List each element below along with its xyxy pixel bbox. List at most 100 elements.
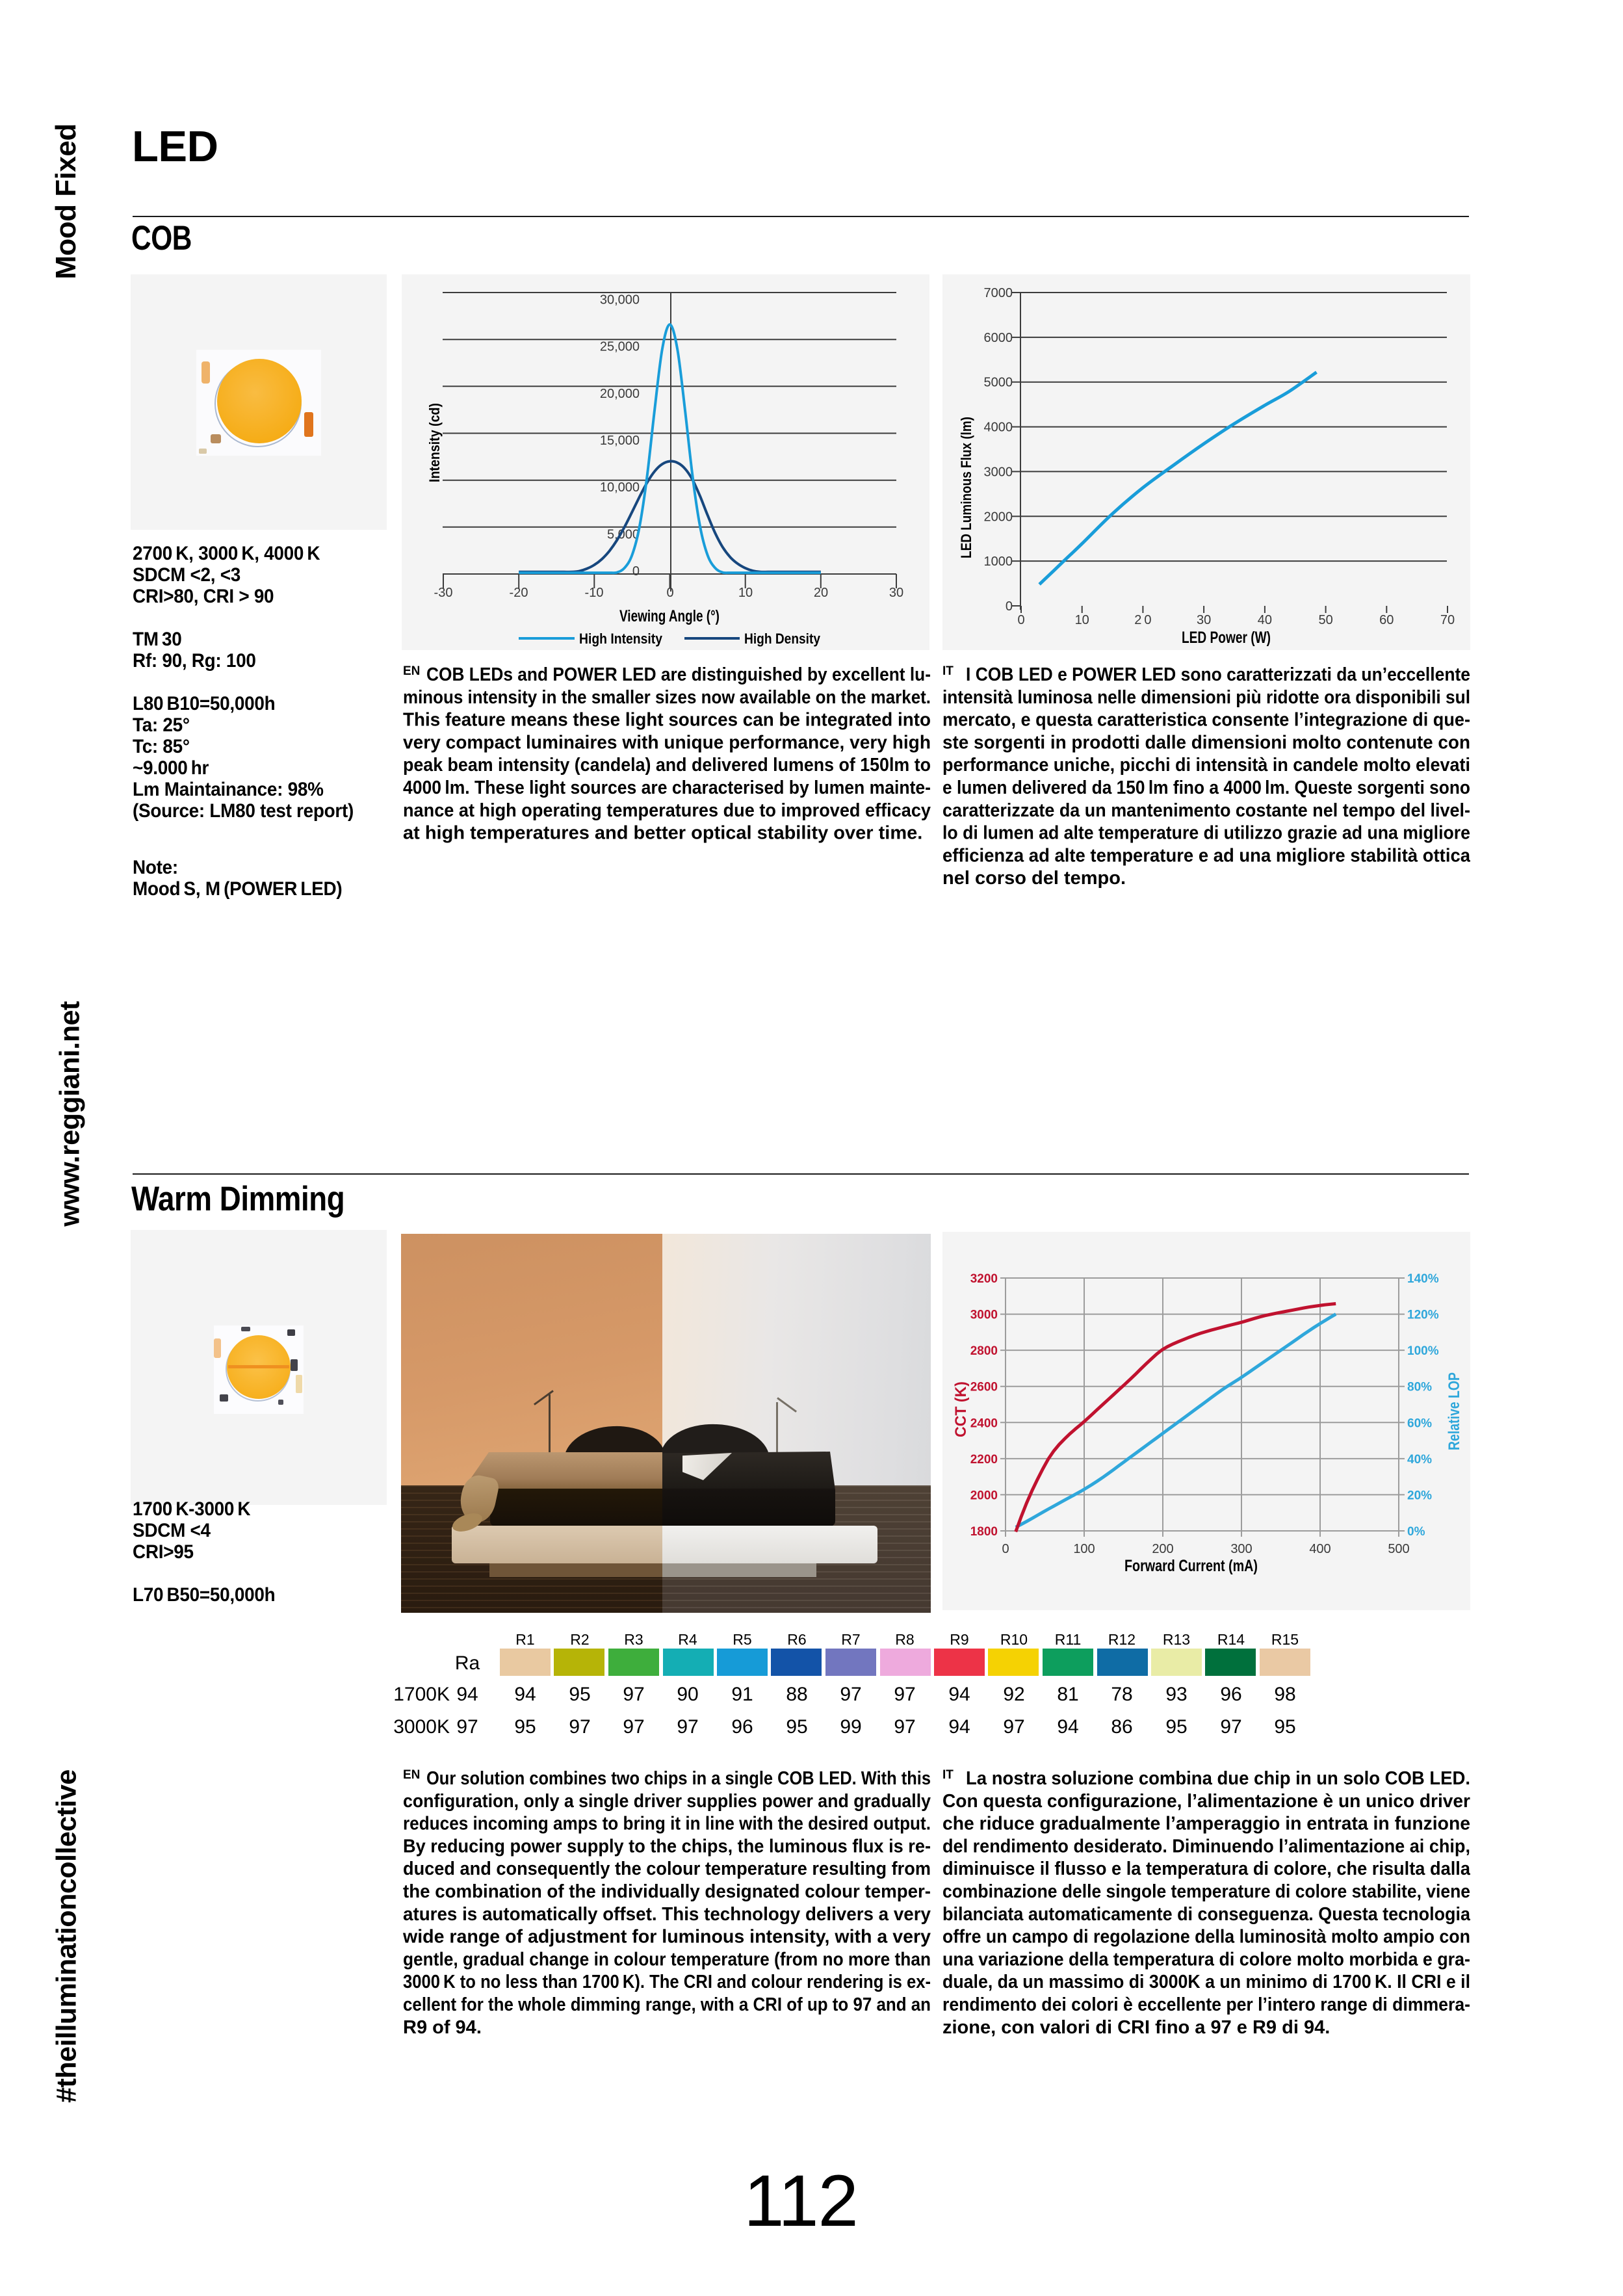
svg-text:reduces incoming amps to bring: reduces incoming amps to bring it in lin… bbox=[403, 1814, 931, 1834]
svg-text:30: 30 bbox=[1197, 613, 1211, 627]
svg-text:5,000: 5,000 bbox=[607, 527, 640, 541]
svg-text:500: 500 bbox=[1388, 1542, 1409, 1556]
svg-text:20,000: 20,000 bbox=[600, 387, 640, 401]
svg-text:Our solution combines two chip: Our solution combines two chips in a sin… bbox=[426, 1768, 931, 1789]
svg-text:10: 10 bbox=[738, 586, 753, 600]
svg-text:duale, da un massimo di 3000K: duale, da un massimo di 3000K a un minim… bbox=[942, 1972, 1470, 1992]
svg-text:High Intensity: High Intensity bbox=[579, 631, 663, 647]
svg-text:2600: 2600 bbox=[970, 1381, 998, 1394]
svg-text:EN: EN bbox=[403, 664, 420, 678]
svg-text:-20: -20 bbox=[510, 586, 528, 600]
svg-text:nel corso del tempo.: nel corso del tempo. bbox=[942, 868, 1126, 889]
svg-text:40%: 40% bbox=[1407, 1453, 1432, 1467]
svg-text:2 0: 2 0 bbox=[1134, 613, 1151, 627]
svg-text:zione, con valori di CRI fino: zione, con valori di CRI fino a 97 e R9 … bbox=[942, 2017, 1330, 2038]
svg-text:intensità luminosa nelle dimen: intensità luminosa nelle dimensioni più … bbox=[942, 687, 1470, 708]
svg-text:High Density: High Density bbox=[744, 631, 821, 647]
svg-text:By reducing power supply to th: By reducing power supply to the chips, t… bbox=[403, 1836, 931, 1857]
svg-text:LED Luminous Flux (lm): LED Luminous Flux (lm) bbox=[958, 417, 974, 558]
svg-text:the combination of the individ: the combination of the individually desi… bbox=[403, 1881, 931, 1902]
svg-text:7000: 7000 bbox=[984, 286, 1013, 300]
svg-text:very compact luminaires with u: very compact luminaires with unique perf… bbox=[403, 732, 931, 753]
svg-text:2000: 2000 bbox=[970, 1489, 998, 1502]
svg-text:2400: 2400 bbox=[970, 1416, 998, 1430]
svg-text:3200: 3200 bbox=[970, 1272, 998, 1286]
svg-text:20: 20 bbox=[814, 586, 828, 600]
svg-text:200: 200 bbox=[1152, 1542, 1173, 1556]
svg-text:10,000: 10,000 bbox=[600, 480, 640, 495]
svg-text:10: 10 bbox=[1075, 613, 1089, 627]
svg-text:60: 60 bbox=[1379, 613, 1394, 627]
svg-text:Viewing Angle (°): Viewing Angle (°) bbox=[619, 607, 720, 625]
svg-text:30,000: 30,000 bbox=[600, 293, 640, 307]
svg-text:2800: 2800 bbox=[970, 1344, 998, 1358]
svg-text:60%: 60% bbox=[1407, 1416, 1432, 1430]
svg-text:LED Power (W): LED Power (W) bbox=[1182, 629, 1271, 647]
svg-text:mercato, e questa caratteristi: mercato, e questa caratteristica consent… bbox=[942, 710, 1470, 731]
svg-text:offre un campo di regolazione: offre un campo di regolazione della lumi… bbox=[942, 1927, 1470, 1948]
svg-text:IT: IT bbox=[942, 664, 954, 678]
svg-text:nance at high operating temper: nance at high operating temperatures due… bbox=[403, 800, 931, 821]
svg-text:duced and consequently the col: duced and consequently the colour temper… bbox=[403, 1859, 931, 1879]
svg-text:IT: IT bbox=[942, 1768, 954, 1782]
svg-text:EN: EN bbox=[403, 1768, 420, 1782]
svg-text:6000: 6000 bbox=[984, 331, 1013, 345]
svg-text:Relative LOP: Relative LOP bbox=[1446, 1372, 1463, 1450]
svg-text:rendimento dei colori è eccell: rendimento dei colori è eccellente per l… bbox=[942, 1994, 1470, 2015]
svg-text:cellent for the whole dimming: cellent for the whole dimming range, wit… bbox=[403, 1994, 931, 2015]
svg-text:0%: 0% bbox=[1407, 1525, 1425, 1539]
svg-text:This feature means these light: This feature means these light sources c… bbox=[403, 710, 931, 731]
svg-text:COB LEDs and POWER LED are dis: COB LEDs and POWER LED are distinguished… bbox=[426, 664, 931, 685]
svg-text:lo di lumen ad alte temperatur: lo di lumen ad alte temperature di utili… bbox=[942, 823, 1470, 844]
svg-text:efficienza ad alte temperature: efficienza ad alte temperature e ad una … bbox=[942, 845, 1470, 866]
svg-text:Con questa configurazione, l’a: Con questa configurazione, l’alimentazio… bbox=[942, 1791, 1470, 1812]
svg-text:e lumen delivered da 150 lm fi: e lumen delivered da 150 lm fino a 4000 … bbox=[942, 777, 1470, 798]
svg-text:0: 0 bbox=[666, 586, 673, 600]
svg-text:0: 0 bbox=[1006, 599, 1013, 614]
svg-text:80%: 80% bbox=[1407, 1381, 1432, 1394]
svg-text:5000: 5000 bbox=[984, 376, 1013, 390]
svg-text:100%: 100% bbox=[1407, 1344, 1439, 1358]
svg-text:wide range of adjustment for l: wide range of adjustment for luminous in… bbox=[403, 1927, 931, 1948]
svg-text:0: 0 bbox=[632, 564, 640, 579]
svg-text:15,000: 15,000 bbox=[600, 434, 640, 448]
svg-text:50: 50 bbox=[1318, 613, 1332, 627]
svg-text:2000: 2000 bbox=[984, 510, 1013, 524]
svg-text:400: 400 bbox=[1309, 1542, 1331, 1556]
svg-text:2200: 2200 bbox=[970, 1453, 998, 1467]
svg-text:4000 lm. These light sources a: 4000 lm. These light sources are charact… bbox=[403, 777, 931, 798]
svg-text:100: 100 bbox=[1073, 1542, 1095, 1556]
svg-text:combinazione delle singole tem: combinazione delle singole temperature d… bbox=[942, 1881, 1470, 1902]
svg-text:del rendimento desiderato. Dim: del rendimento desiderato. Diminuendo l’… bbox=[942, 1836, 1470, 1857]
svg-text:CCT (K): CCT (K) bbox=[952, 1381, 970, 1437]
svg-text:0: 0 bbox=[1017, 613, 1024, 627]
svg-text:minous intensity in the smalle: minous intensity in the smaller sizes no… bbox=[403, 687, 931, 708]
svg-text:diminuisce il flusso e la temp: diminuisce il flusso e la temperatura di… bbox=[942, 1859, 1470, 1879]
svg-text:3000: 3000 bbox=[970, 1309, 998, 1322]
svg-text:configuration, only a single d: configuration, only a single driver supp… bbox=[403, 1791, 931, 1812]
svg-text:performance uniche, picchi di: performance uniche, picchi di intensità … bbox=[942, 755, 1470, 776]
svg-text:una variazione della temperatu: una variazione della temperatura di colo… bbox=[942, 1949, 1470, 1970]
svg-text:20%: 20% bbox=[1407, 1489, 1432, 1502]
svg-text:70: 70 bbox=[1440, 613, 1455, 627]
svg-text:atures is automatically offset: atures is automatically offset. This tec… bbox=[403, 1904, 931, 1925]
svg-text:0: 0 bbox=[1002, 1542, 1009, 1556]
svg-text:40: 40 bbox=[1258, 613, 1272, 627]
svg-text:3000 K to no less than 1700 K): 3000 K to no less than 1700 K). The CRI … bbox=[403, 1972, 931, 1992]
svg-text:-10: -10 bbox=[585, 586, 604, 600]
svg-text:che riduce gradualmente l’ampe: che riduce gradualmente l’amperaggio in … bbox=[942, 1814, 1470, 1834]
svg-text:Intensity (cd): Intensity (cd) bbox=[426, 403, 443, 482]
svg-text:caratterizzate da un mantenime: caratterizzate da un mantenimento costan… bbox=[942, 800, 1470, 821]
svg-text:I COB LED e POWER LED sono car: I COB LED e POWER LED sono caratterizzat… bbox=[966, 664, 1470, 685]
svg-text:30: 30 bbox=[889, 586, 903, 600]
svg-text:gentle, gradual change in colo: gentle, gradual change in colour tempera… bbox=[403, 1949, 931, 1970]
svg-text:1000: 1000 bbox=[984, 554, 1013, 569]
svg-text:140%: 140% bbox=[1407, 1272, 1439, 1286]
svg-text:120%: 120% bbox=[1407, 1309, 1439, 1322]
svg-text:3000: 3000 bbox=[984, 465, 1013, 479]
svg-text:4000: 4000 bbox=[984, 421, 1013, 435]
svg-text:at high temperatures and bette: at high temperatures and better optical … bbox=[403, 823, 922, 844]
svg-text:300: 300 bbox=[1230, 1542, 1252, 1556]
svg-text:bilanciata automaticamente di: bilanciata automaticamente di conseguenz… bbox=[942, 1904, 1470, 1925]
svg-text:La nostra soluzione combina du: La nostra soluzione combina due chip in … bbox=[966, 1768, 1470, 1789]
